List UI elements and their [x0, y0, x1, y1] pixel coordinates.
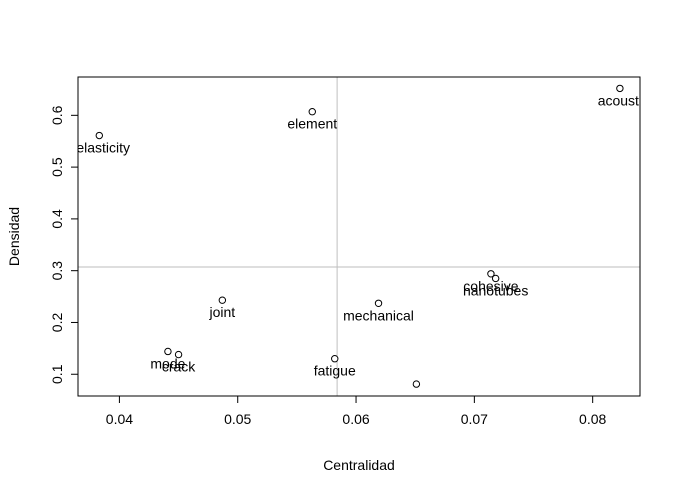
point-label: fatigue: [314, 363, 356, 379]
point-label: oelasticity: [69, 140, 130, 156]
data-point: [95, 131, 103, 140]
y-tick-label: 0.5: [49, 157, 65, 177]
reference-lines: [78, 77, 640, 396]
data-point: [218, 296, 227, 304]
x-tick-label: 0.06: [342, 411, 369, 427]
data-point: [491, 274, 500, 283]
x-axis-label: Centralidad: [323, 457, 395, 473]
point-label: mechanical: [343, 307, 414, 323]
point-label: joint: [209, 304, 236, 320]
y-axis: 0.1 0.2 0.3 0.4 0.5 0.6: [49, 105, 79, 384]
data-point: [174, 350, 183, 359]
point-label: crack: [162, 359, 196, 375]
y-tick-label: 0.4: [49, 209, 65, 229]
data-point: [374, 299, 383, 308]
data-point: [487, 270, 495, 278]
data-point: [164, 347, 172, 356]
plot-frame: [77, 76, 641, 397]
x-axis: 0.04 0.05 0.06 0.07 0.08: [106, 395, 607, 427]
point-label: acousti: [598, 92, 642, 108]
x-tick-label: 0.08: [579, 411, 606, 427]
x-tick-label: 0.05: [224, 411, 251, 427]
point-label: nanotubes: [463, 282, 528, 298]
y-tick-label: 0.6: [49, 105, 65, 125]
data-point: [331, 355, 339, 363]
point-label: cohesive: [463, 278, 518, 294]
y-tick-label: 0.3: [49, 261, 65, 281]
data-point: [616, 84, 624, 93]
data-points: oelasticity element acousti joint mechanical…: [69, 84, 642, 388]
data-point: [308, 107, 316, 116]
point-label: element: [287, 116, 337, 132]
x-tick-label: 0.04: [106, 411, 133, 427]
point-label: mode: [150, 355, 185, 371]
y-tick-label: 0.2: [49, 313, 65, 333]
data-point: [412, 380, 421, 388]
y-axis-label: Densidad: [6, 207, 22, 266]
y-tick-label: 0.1: [49, 364, 65, 384]
x-tick-label: 0.07: [461, 411, 488, 427]
